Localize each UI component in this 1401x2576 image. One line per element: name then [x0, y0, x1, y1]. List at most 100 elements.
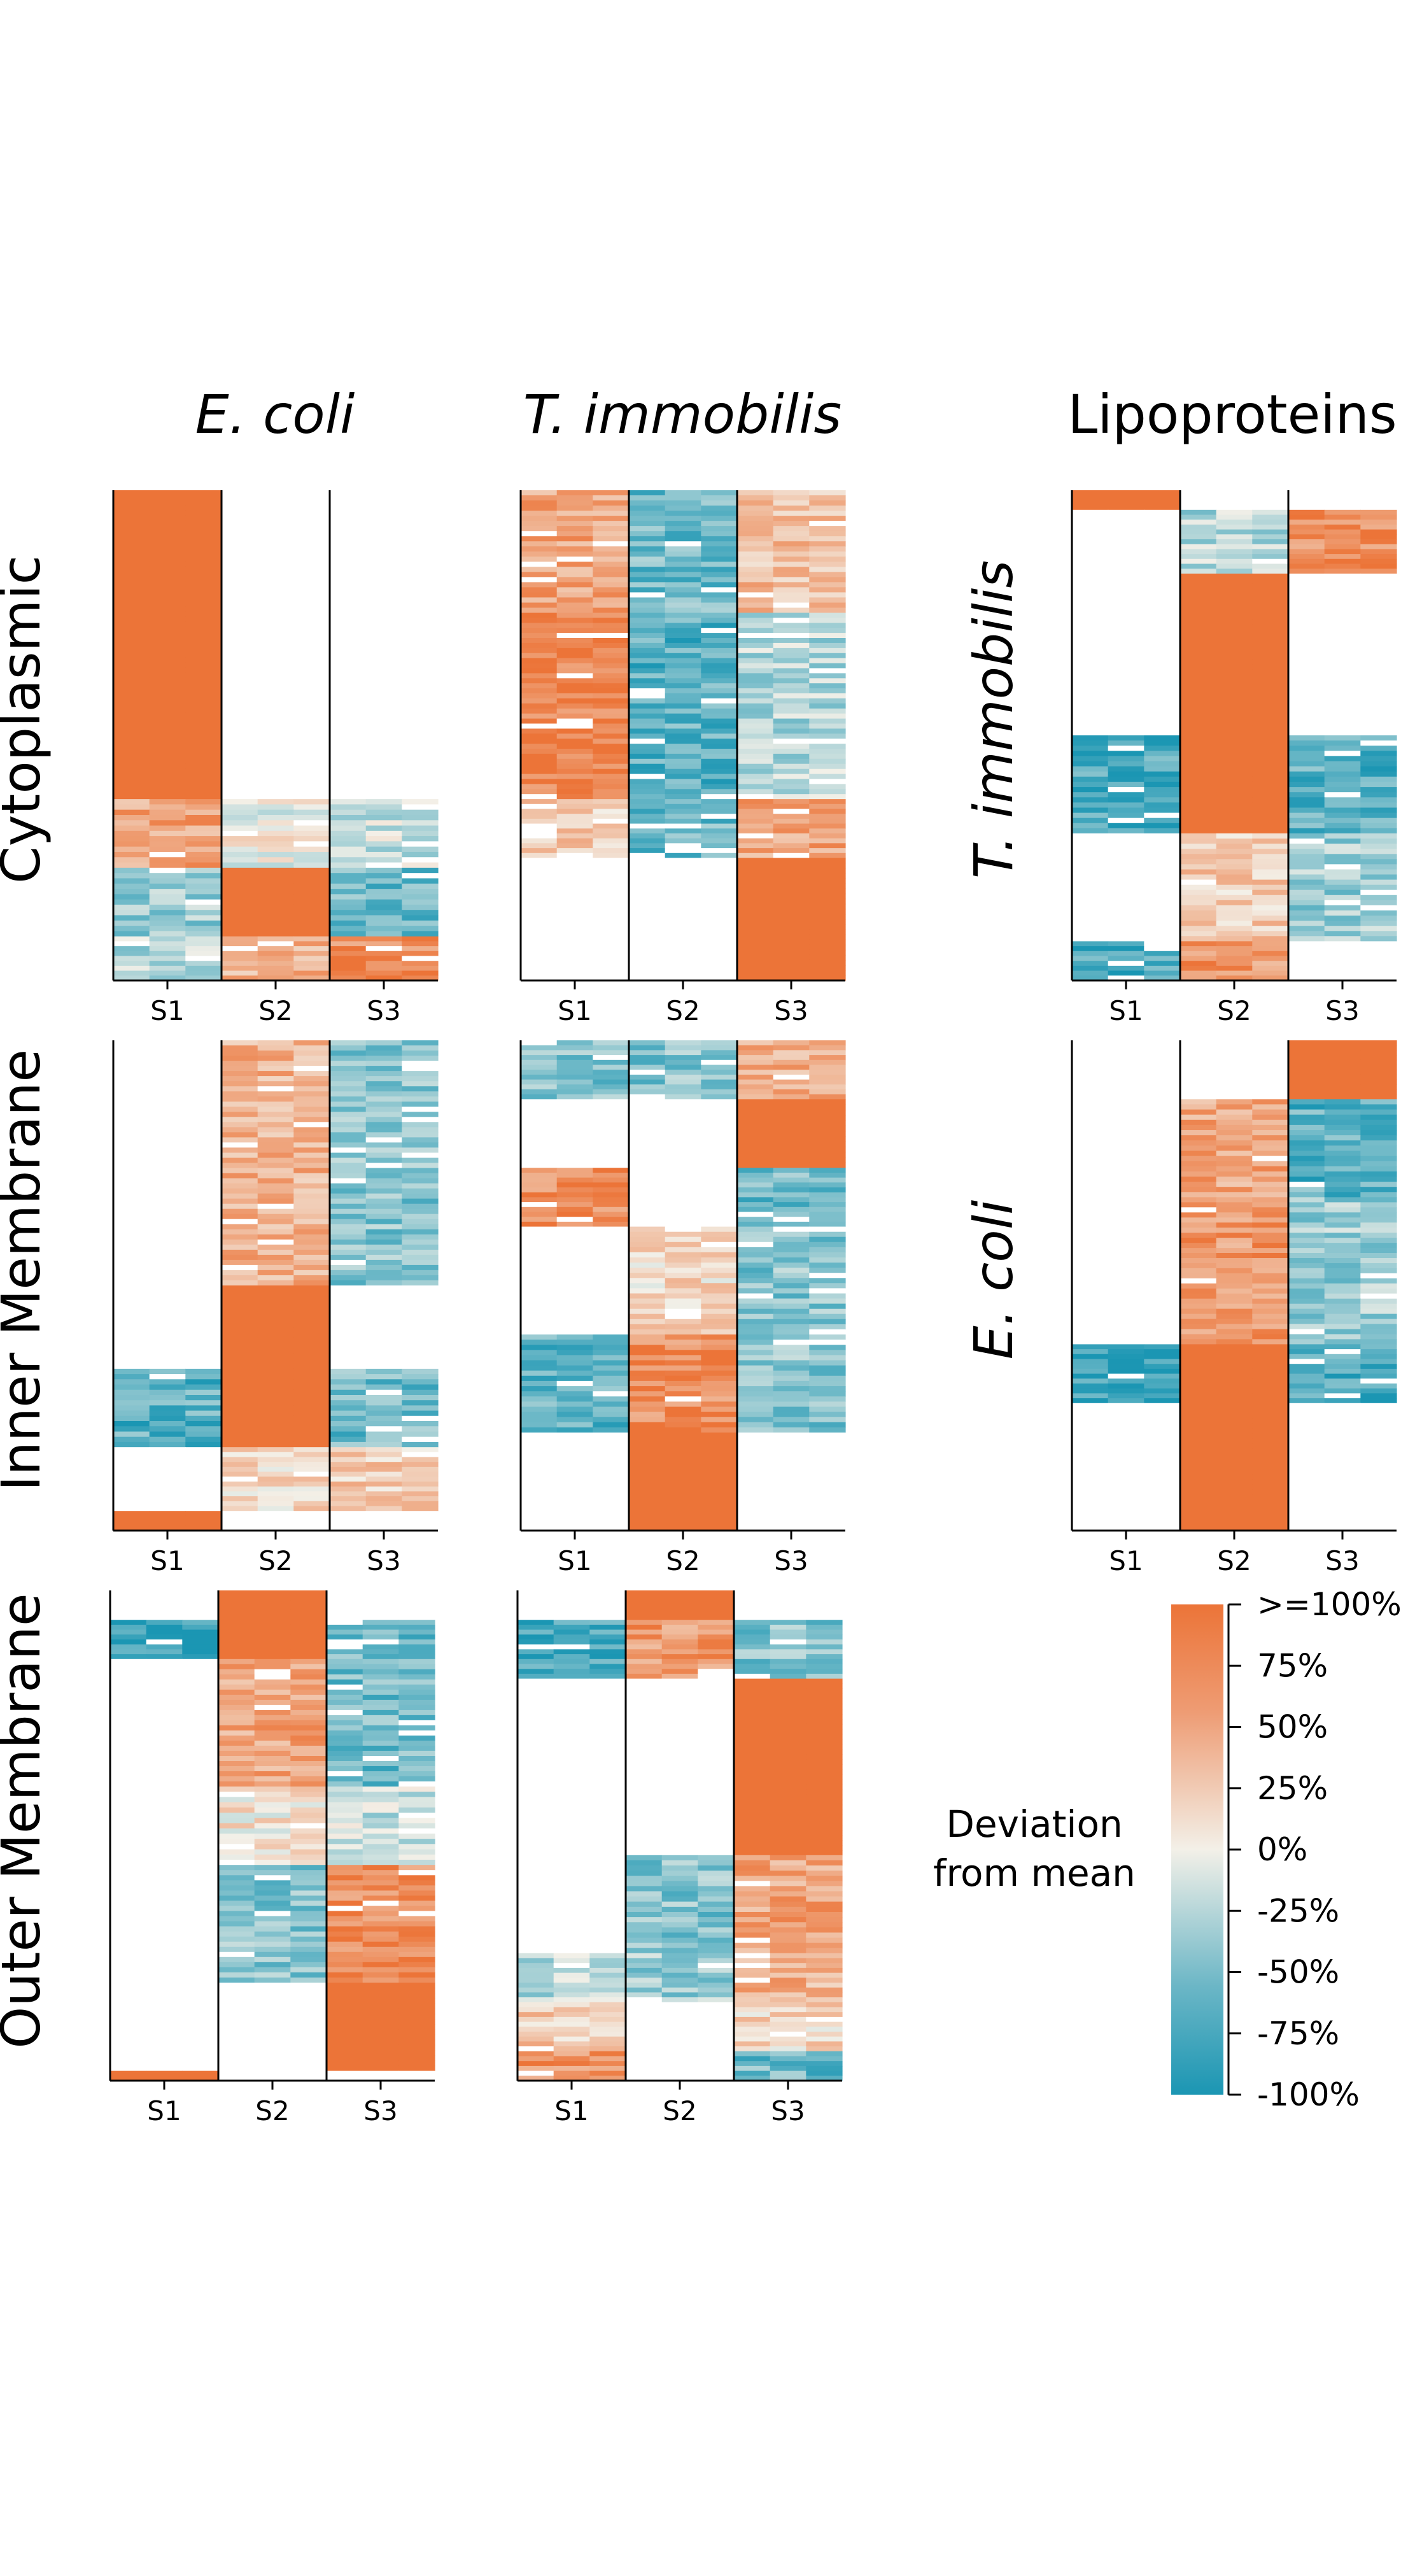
heatmap-cell	[330, 1520, 367, 1526]
heatmap-cell	[737, 858, 774, 864]
heatmap-cell	[701, 526, 738, 532]
heatmap-cell	[773, 1298, 810, 1305]
heatmap-cell	[257, 841, 294, 847]
heatmap-cell	[257, 1168, 294, 1174]
heatmap-cell	[149, 1389, 186, 1396]
heatmap-cell	[1180, 1268, 1217, 1274]
heatmap-cell	[1144, 1334, 1181, 1340]
heatmap-cell	[1216, 1207, 1253, 1213]
heatmap-cell	[1360, 639, 1397, 645]
heatmap-cell	[556, 623, 593, 628]
heatmap-cell	[701, 1473, 738, 1480]
heatmap-cell	[1108, 956, 1144, 961]
heatmap-cell	[1108, 1293, 1144, 1299]
heatmap-cell	[1072, 1283, 1109, 1289]
heatmap-cell	[1180, 828, 1217, 834]
heatmap-cell	[629, 1504, 666, 1511]
heatmap-cell	[222, 1107, 258, 1112]
heatmap-cell	[293, 1234, 330, 1240]
heatmap-cell	[1216, 1202, 1253, 1208]
heatmap-cell	[222, 1395, 258, 1401]
heatmap-cell	[365, 525, 402, 532]
heatmap-cell	[701, 1247, 738, 1253]
heatmap-cell	[1072, 1293, 1109, 1299]
heatmap-cell	[1108, 1329, 1144, 1335]
heatmap-cell	[593, 1494, 630, 1500]
heatmap-cell	[330, 1285, 367, 1291]
heatmap-cell	[521, 506, 558, 511]
heatmap-cell	[257, 815, 294, 821]
heatmap-cell	[1072, 619, 1109, 625]
heatmap-cell	[1144, 563, 1181, 569]
heatmap-cell	[1360, 629, 1397, 635]
heatmap-cell	[1360, 956, 1397, 961]
heatmap-cell	[809, 1273, 846, 1278]
heatmap-cell	[293, 712, 330, 719]
heatmap-cell	[556, 1334, 593, 1340]
heatmap-cell	[330, 873, 367, 879]
heatmap-cell	[665, 1313, 701, 1320]
heatmap-cell	[1180, 604, 1217, 609]
heatmap-cell	[365, 894, 402, 900]
heatmap-cell	[556, 577, 593, 583]
heatmap-cell	[1252, 730, 1289, 736]
heatmap-cell	[257, 621, 294, 628]
heatmap-cell	[330, 1337, 367, 1343]
heatmap-cell	[1252, 1228, 1289, 1233]
heatmap-cell	[521, 688, 558, 694]
heatmap-cell	[701, 1045, 738, 1051]
heatmap-cell	[1144, 1070, 1181, 1075]
heatmap-cell	[1360, 751, 1397, 756]
heatmap-cell	[113, 1447, 150, 1453]
heatmap-cell	[809, 1226, 846, 1233]
heatmap-cell	[1072, 854, 1109, 860]
heatmap-cell	[701, 919, 738, 925]
heatmap-cell	[1072, 864, 1109, 870]
heatmap-cell	[1144, 807, 1181, 814]
heatmap-cell	[809, 1247, 846, 1253]
heatmap-cell	[521, 1468, 558, 1475]
heatmap-cell	[629, 965, 666, 971]
heatmap-cell	[402, 606, 439, 612]
heatmap-cell	[1216, 1177, 1253, 1182]
heatmap-cell	[1216, 1303, 1253, 1310]
heatmap-cell	[402, 505, 439, 511]
heatmap-cell	[1360, 941, 1397, 947]
heatmap-cell	[1252, 844, 1289, 849]
heatmap-cell	[1288, 563, 1325, 569]
heatmap-cell	[701, 1453, 738, 1459]
heatmap-cell	[629, 1115, 666, 1121]
heatmap-cell	[701, 779, 738, 784]
heatmap-cell	[665, 733, 701, 739]
heatmap-cell	[222, 566, 258, 572]
heatmap-cell	[222, 1101, 258, 1107]
heatmap-cell	[1144, 573, 1181, 579]
heatmap-cell	[737, 959, 774, 966]
heatmap-cell	[701, 495, 738, 501]
heatmap-cell	[665, 893, 701, 900]
heatmap-cell	[1108, 1313, 1144, 1320]
heatmap-cell	[402, 1117, 439, 1122]
heatmap-cell	[556, 526, 593, 532]
heatmap-cell	[556, 1084, 593, 1090]
heatmap-cell	[773, 909, 810, 915]
heatmap-cell	[1072, 889, 1109, 896]
heatmap-cell	[1324, 1222, 1361, 1228]
heatmap-cell	[1144, 544, 1181, 549]
heatmap-cell	[149, 642, 186, 648]
heatmap-cell	[1360, 730, 1397, 736]
heatmap-cell	[1360, 1222, 1397, 1228]
heatmap-cell	[737, 1350, 774, 1355]
heatmap-cell	[629, 1515, 666, 1521]
heatmap-cell	[629, 1268, 666, 1273]
heatmap-cell	[222, 1173, 258, 1179]
heatmap-cell	[593, 888, 630, 895]
heatmap-cell	[737, 753, 774, 760]
heatmap-cell	[1072, 1212, 1109, 1218]
heatmap-cell	[1324, 700, 1361, 705]
heatmap-cell	[556, 490, 593, 496]
heatmap-cell	[222, 1317, 258, 1322]
heatmap-cell	[1288, 505, 1325, 511]
heatmap-cell	[185, 551, 222, 556]
heatmap-cell	[593, 1168, 630, 1173]
